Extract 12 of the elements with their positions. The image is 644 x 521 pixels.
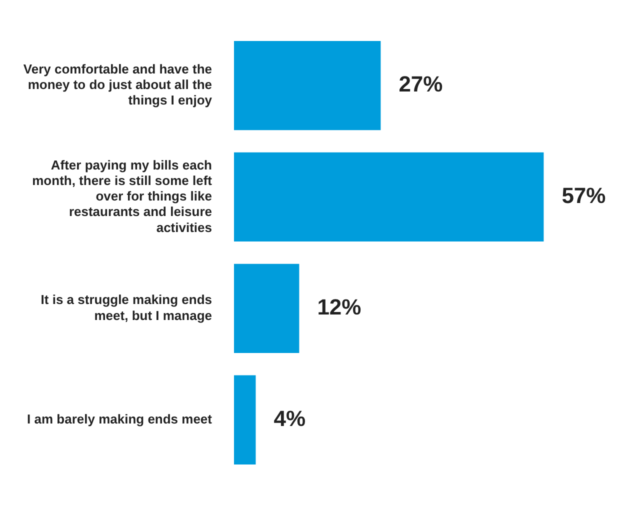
y-tick-label: After paying my bills each month, there is still some left over for things like restaurants and leisure activities bbox=[32, 157, 213, 235]
data-label: 27% bbox=[398, 72, 443, 97]
y-tick-label: It is a struggle making ends meet, but I manage bbox=[40, 292, 212, 323]
bar bbox=[234, 375, 256, 464]
data-label: 57% bbox=[562, 183, 606, 208]
data-label: 4% bbox=[274, 406, 306, 431]
bar bbox=[234, 40, 381, 130]
y-tick-label: I am barely making ends meet bbox=[27, 411, 213, 426]
data-label: 12% bbox=[317, 294, 362, 320]
bar bbox=[234, 152, 544, 242]
bar bbox=[234, 264, 300, 354]
y-tick-label: Very comfortable and have the money to do just about all the things I enjoy bbox=[23, 62, 213, 108]
